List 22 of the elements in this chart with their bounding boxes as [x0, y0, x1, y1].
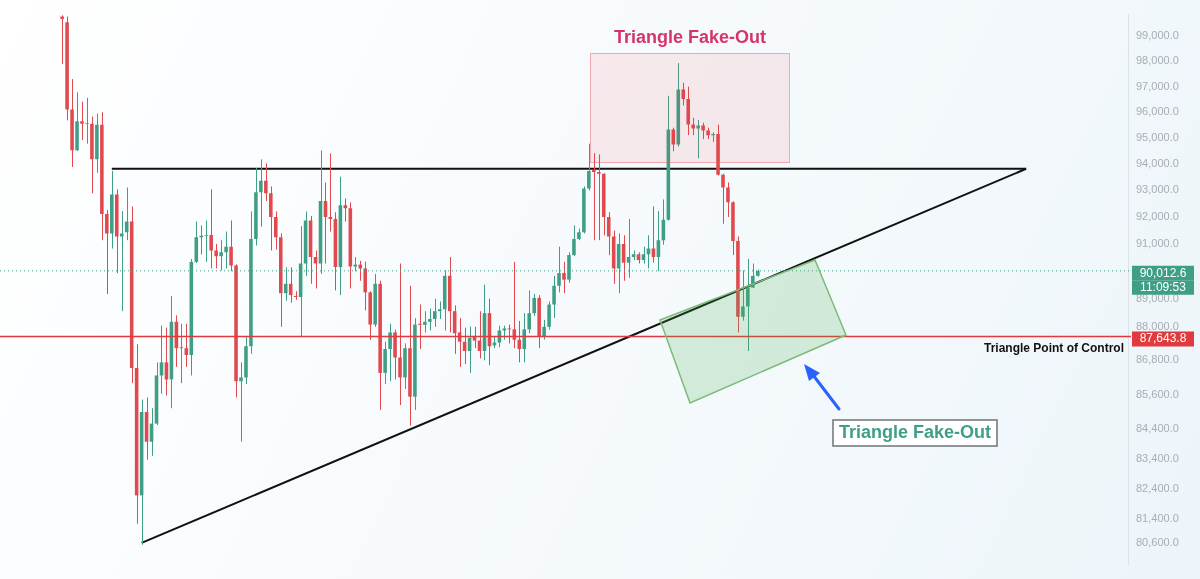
ref-line-label: 87,643.8	[1139, 331, 1187, 346]
y-tick-label: 93,000.0	[1136, 183, 1179, 196]
y-tick-label: 85,600.0	[1136, 387, 1179, 400]
y-tick-label: 97,000.0	[1136, 79, 1179, 92]
annotation: Triangle Point of Control	[984, 340, 1124, 355]
annotation: Triangle Fake-Out	[613, 26, 767, 47]
y-tick-label: 94,000.0	[1136, 157, 1179, 170]
y-tick-label: 95,000.0	[1136, 131, 1179, 144]
y-tick-label: 84,400.0	[1136, 422, 1179, 435]
y-tick-label: 91,000.0	[1136, 236, 1179, 249]
annotation: Triangle Fake-Out	[838, 421, 992, 442]
y-tick-label: 86,800.0	[1136, 353, 1179, 366]
y-tick-label: 98,000.0	[1136, 54, 1179, 67]
y-tick-label: 99,000.0	[1136, 29, 1179, 42]
ref-line-label: 90,012.6	[1139, 265, 1187, 280]
y-tick-label: 92,000.0	[1136, 210, 1179, 223]
y-tick-label: 80,600.0	[1136, 535, 1179, 548]
y-tick-label: 82,400.0	[1136, 481, 1179, 494]
y-tick-label: 81,400.0	[1136, 511, 1179, 524]
y-tick-label: 96,000.0	[1136, 105, 1179, 118]
y-tick-label: 83,400.0	[1136, 451, 1179, 464]
y-tick-label: 88,000.0	[1136, 319, 1179, 332]
